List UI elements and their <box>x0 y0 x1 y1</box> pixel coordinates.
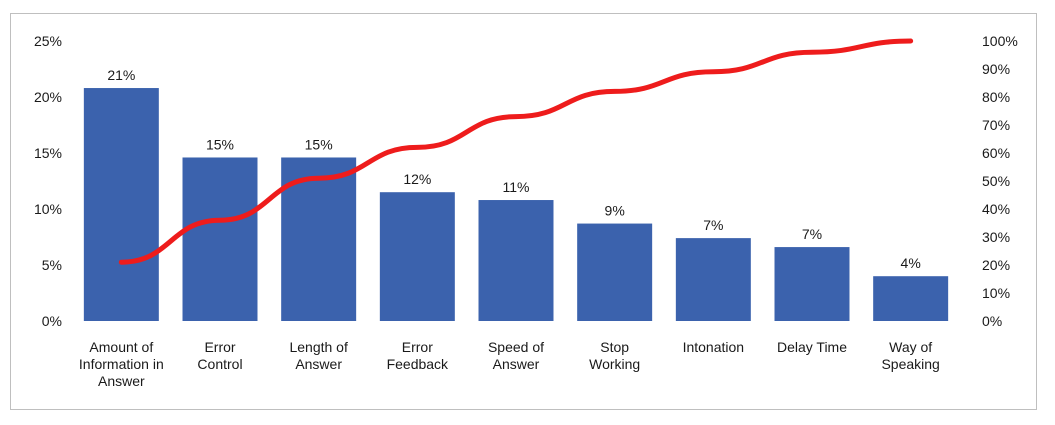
bar <box>83 88 159 321</box>
bar-data-label: 15% <box>305 136 333 152</box>
bar-data-label: 4% <box>901 255 921 271</box>
bar-series <box>83 88 949 321</box>
category-label: Error <box>402 339 433 355</box>
data-labels: 21% 15% 15% 12% 11% 9% 7% 7% 4% <box>107 67 920 271</box>
left-tick-label: 5% <box>42 257 62 273</box>
category-label: Error <box>204 339 235 355</box>
left-y-axis: 0% 5% 10% 15% 20% 25% <box>34 33 62 329</box>
right-tick-label: 10% <box>982 285 1010 301</box>
category-label: Speed of <box>488 339 544 355</box>
category-label: Control <box>197 356 242 372</box>
right-tick-label: 40% <box>982 201 1010 217</box>
category-label: Information in <box>79 356 164 372</box>
right-tick-label: 60% <box>982 145 1010 161</box>
category-label: Length of <box>289 339 347 355</box>
left-tick-label: 20% <box>34 89 62 105</box>
right-tick-label: 80% <box>982 89 1010 105</box>
bar-data-label: 15% <box>206 136 234 152</box>
bar-data-label: 11% <box>503 179 530 195</box>
bar <box>182 157 258 321</box>
category-label: Way of <box>889 339 932 355</box>
category-label: Feedback <box>387 356 449 372</box>
bar-data-label: 21% <box>107 67 135 83</box>
bar-data-label: 12% <box>403 171 431 187</box>
right-tick-label: 50% <box>982 173 1010 189</box>
right-tick-label: 70% <box>982 117 1010 133</box>
cumulative-line <box>118 38 914 265</box>
bar <box>774 247 850 321</box>
right-tick-label: 100% <box>982 33 1018 49</box>
category-label: Amount of <box>89 339 153 355</box>
category-label: Delay Time <box>777 339 847 355</box>
category-label: Answer <box>98 373 145 389</box>
category-label: Answer <box>295 356 342 372</box>
bar-data-label: 7% <box>703 217 723 233</box>
left-tick-label: 15% <box>34 145 62 161</box>
right-tick-label: 20% <box>982 257 1010 273</box>
right-y-axis: 0% 10% 20% 30% 40% 50% 60% 70% 80% 90% 100% <box>982 33 1018 329</box>
bar <box>478 200 554 321</box>
bar <box>675 238 751 321</box>
category-label: Speaking <box>881 356 939 372</box>
left-tick-label: 0% <box>42 313 62 329</box>
bar <box>873 276 949 321</box>
right-tick-label: 90% <box>982 61 1010 77</box>
bar <box>577 223 653 321</box>
left-tick-label: 25% <box>34 33 62 49</box>
bar-data-label: 9% <box>605 203 625 219</box>
bar <box>379 192 455 321</box>
right-tick-label: 0% <box>982 313 1002 329</box>
category-label: Working <box>589 356 640 372</box>
category-label: Intonation <box>683 339 745 355</box>
cumulative-line-series <box>118 38 914 265</box>
category-label: Answer <box>493 356 540 372</box>
right-tick-label: 30% <box>982 229 1010 245</box>
category-label: Stop <box>600 339 629 355</box>
left-tick-label: 10% <box>34 201 62 217</box>
bar-data-label: 7% <box>802 226 822 242</box>
